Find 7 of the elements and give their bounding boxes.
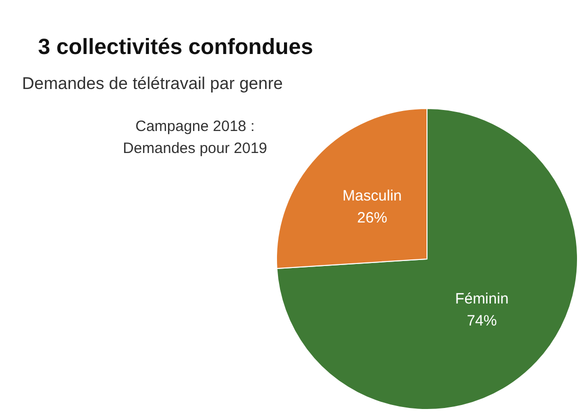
- data-label: 74%: [466, 312, 497, 330]
- data-label: 26%: [357, 210, 388, 227]
- chart-title: 3 collectivités confondues: [38, 34, 314, 60]
- text: Campagne 2018 : Demandes pour 2019: [122, 117, 268, 159]
- chart-subtitle: Demandes de télétravail par genre: [22, 74, 283, 94]
- slice-label: Masculin: [342, 188, 402, 205]
- slice-label: Féminin: [455, 290, 509, 308]
